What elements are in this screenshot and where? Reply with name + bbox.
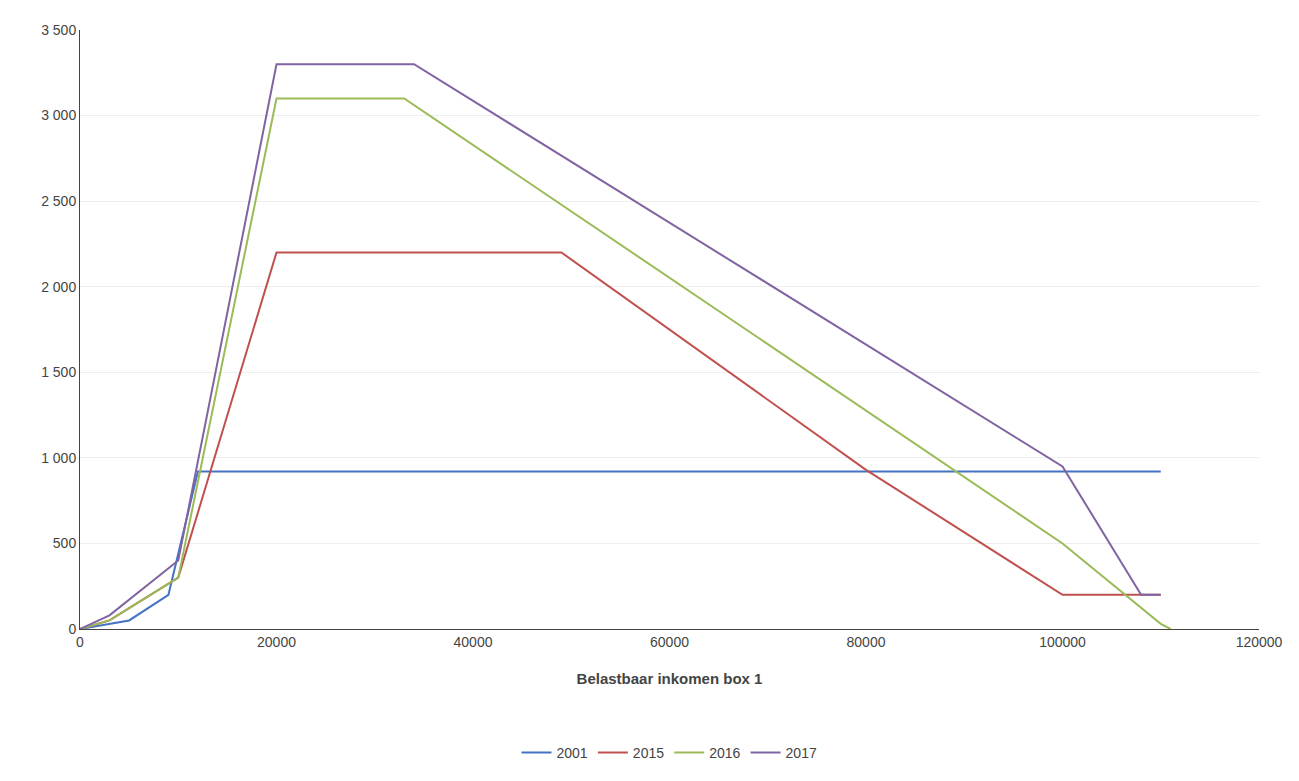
svg-text:500: 500 bbox=[53, 535, 77, 551]
svg-text:100000: 100000 bbox=[1039, 634, 1086, 650]
svg-text:60000: 60000 bbox=[650, 634, 689, 650]
svg-text:80000: 80000 bbox=[847, 634, 886, 650]
svg-text:2001: 2001 bbox=[557, 745, 588, 761]
svg-text:1 000: 1 000 bbox=[41, 450, 76, 466]
svg-text:2016: 2016 bbox=[709, 745, 740, 761]
svg-text:20000: 20000 bbox=[257, 634, 296, 650]
svg-text:2015: 2015 bbox=[633, 745, 664, 761]
svg-text:2 500: 2 500 bbox=[41, 193, 76, 209]
svg-text:1 500: 1 500 bbox=[41, 364, 76, 380]
svg-text:Belastbaar inkomen box 1: Belastbaar inkomen box 1 bbox=[577, 670, 763, 687]
svg-text:0: 0 bbox=[68, 621, 76, 637]
svg-text:2017: 2017 bbox=[786, 745, 817, 761]
svg-text:3 000: 3 000 bbox=[41, 107, 76, 123]
svg-text:0: 0 bbox=[76, 634, 84, 650]
svg-text:120000: 120000 bbox=[1236, 634, 1283, 650]
svg-text:3 500: 3 500 bbox=[41, 22, 76, 38]
svg-text:2 000: 2 000 bbox=[41, 279, 76, 295]
svg-text:40000: 40000 bbox=[454, 634, 493, 650]
